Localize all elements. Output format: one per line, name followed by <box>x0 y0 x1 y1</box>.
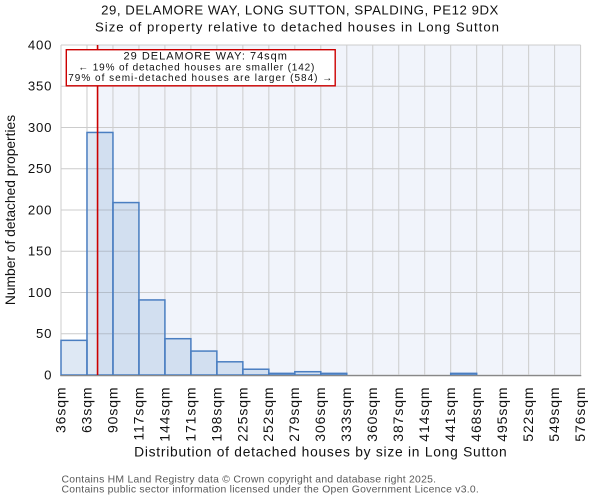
svg-text:Distribution of detached house: Distribution of detached houses by size … <box>134 445 507 460</box>
svg-text:← 19% of detached houses are s: ← 19% of detached houses are smaller (14… <box>78 63 315 74</box>
svg-text:549sqm: 549sqm <box>546 387 562 442</box>
svg-text:29 DELAMORE WAY: 74sqm: 29 DELAMORE WAY: 74sqm <box>124 51 288 63</box>
svg-text:576sqm: 576sqm <box>572 387 588 442</box>
svg-text:36sqm: 36sqm <box>52 387 68 434</box>
svg-text:300: 300 <box>28 120 52 135</box>
svg-text:79% of semi-detached houses ar: 79% of semi-detached houses are larger (… <box>68 73 333 84</box>
svg-text:Size of property relative to d: Size of property relative to detached ho… <box>95 20 500 35</box>
svg-text:117sqm: 117sqm <box>130 387 146 441</box>
svg-text:200: 200 <box>28 202 52 217</box>
svg-text:252sqm: 252sqm <box>260 387 276 442</box>
svg-text:Number of detached properties: Number of detached properties <box>3 115 18 305</box>
svg-text:414sqm: 414sqm <box>416 387 432 442</box>
svg-text:171sqm: 171sqm <box>182 387 198 442</box>
svg-text:63sqm: 63sqm <box>78 387 94 434</box>
svg-text:90sqm: 90sqm <box>104 387 120 434</box>
svg-text:144sqm: 144sqm <box>156 387 172 442</box>
svg-text:150: 150 <box>28 244 52 259</box>
svg-text:198sqm: 198sqm <box>208 387 224 442</box>
svg-text:306sqm: 306sqm <box>312 387 328 442</box>
svg-text:225sqm: 225sqm <box>234 387 250 442</box>
svg-text:350: 350 <box>28 79 52 94</box>
svg-text:29, DELAMORE WAY, LONG SUTTON,: 29, DELAMORE WAY, LONG SUTTON, SPALDING,… <box>101 2 499 17</box>
svg-text:360sqm: 360sqm <box>364 387 380 442</box>
svg-text:279sqm: 279sqm <box>286 387 302 442</box>
svg-text:0: 0 <box>44 367 52 382</box>
svg-text:400: 400 <box>28 37 52 52</box>
svg-text:522sqm: 522sqm <box>520 387 536 442</box>
svg-text:100: 100 <box>28 285 52 300</box>
svg-text:333sqm: 333sqm <box>338 387 354 442</box>
svg-text:Contains HM Land Registry data: Contains HM Land Registry data © Crown c… <box>62 475 437 486</box>
svg-text:50: 50 <box>36 326 52 341</box>
svg-text:441sqm: 441sqm <box>442 387 458 442</box>
svg-text:250: 250 <box>28 161 52 176</box>
svg-text:387sqm: 387sqm <box>390 387 406 442</box>
svg-text:468sqm: 468sqm <box>468 386 484 441</box>
svg-text:Contains public sector informa: Contains public sector information licen… <box>62 484 480 495</box>
svg-text:495sqm: 495sqm <box>494 387 510 442</box>
